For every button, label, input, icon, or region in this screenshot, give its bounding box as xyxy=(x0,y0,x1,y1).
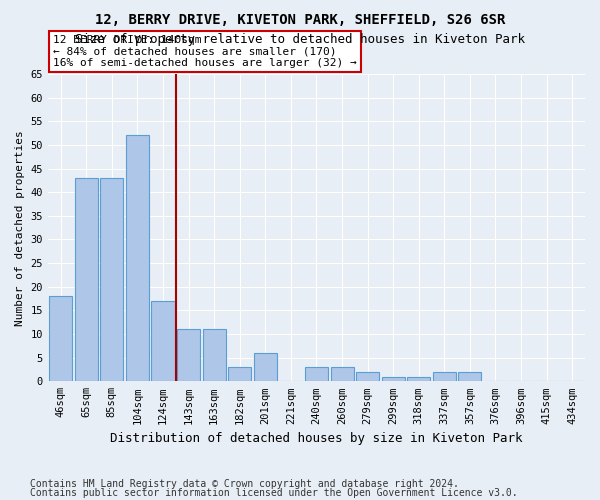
Bar xyxy=(407,376,430,382)
Text: 12 BERRY DRIVE: 140sqm
← 84% of detached houses are smaller (170)
16% of semi-de: 12 BERRY DRIVE: 140sqm ← 84% of detached… xyxy=(53,34,357,68)
Bar xyxy=(100,178,124,382)
Bar xyxy=(228,367,251,382)
Text: Contains HM Land Registry data © Crown copyright and database right 2024.: Contains HM Land Registry data © Crown c… xyxy=(30,479,459,489)
Bar xyxy=(75,178,98,382)
Bar xyxy=(433,372,456,382)
Bar xyxy=(126,136,149,382)
Bar xyxy=(203,330,226,382)
Bar xyxy=(49,296,72,382)
Text: 12, BERRY DRIVE, KIVETON PARK, SHEFFIELD, S26 6SR: 12, BERRY DRIVE, KIVETON PARK, SHEFFIELD… xyxy=(95,12,505,26)
Bar xyxy=(305,367,328,382)
Bar xyxy=(151,301,175,382)
Bar xyxy=(356,372,379,382)
Text: Size of property relative to detached houses in Kiveton Park: Size of property relative to detached ho… xyxy=(75,32,525,46)
Text: Contains public sector information licensed under the Open Government Licence v3: Contains public sector information licen… xyxy=(30,488,518,498)
Bar xyxy=(331,367,353,382)
Bar xyxy=(382,376,404,382)
Bar xyxy=(458,372,481,382)
X-axis label: Distribution of detached houses by size in Kiveton Park: Distribution of detached houses by size … xyxy=(110,432,523,445)
Y-axis label: Number of detached properties: Number of detached properties xyxy=(15,130,25,326)
Bar xyxy=(254,353,277,382)
Bar xyxy=(177,330,200,382)
